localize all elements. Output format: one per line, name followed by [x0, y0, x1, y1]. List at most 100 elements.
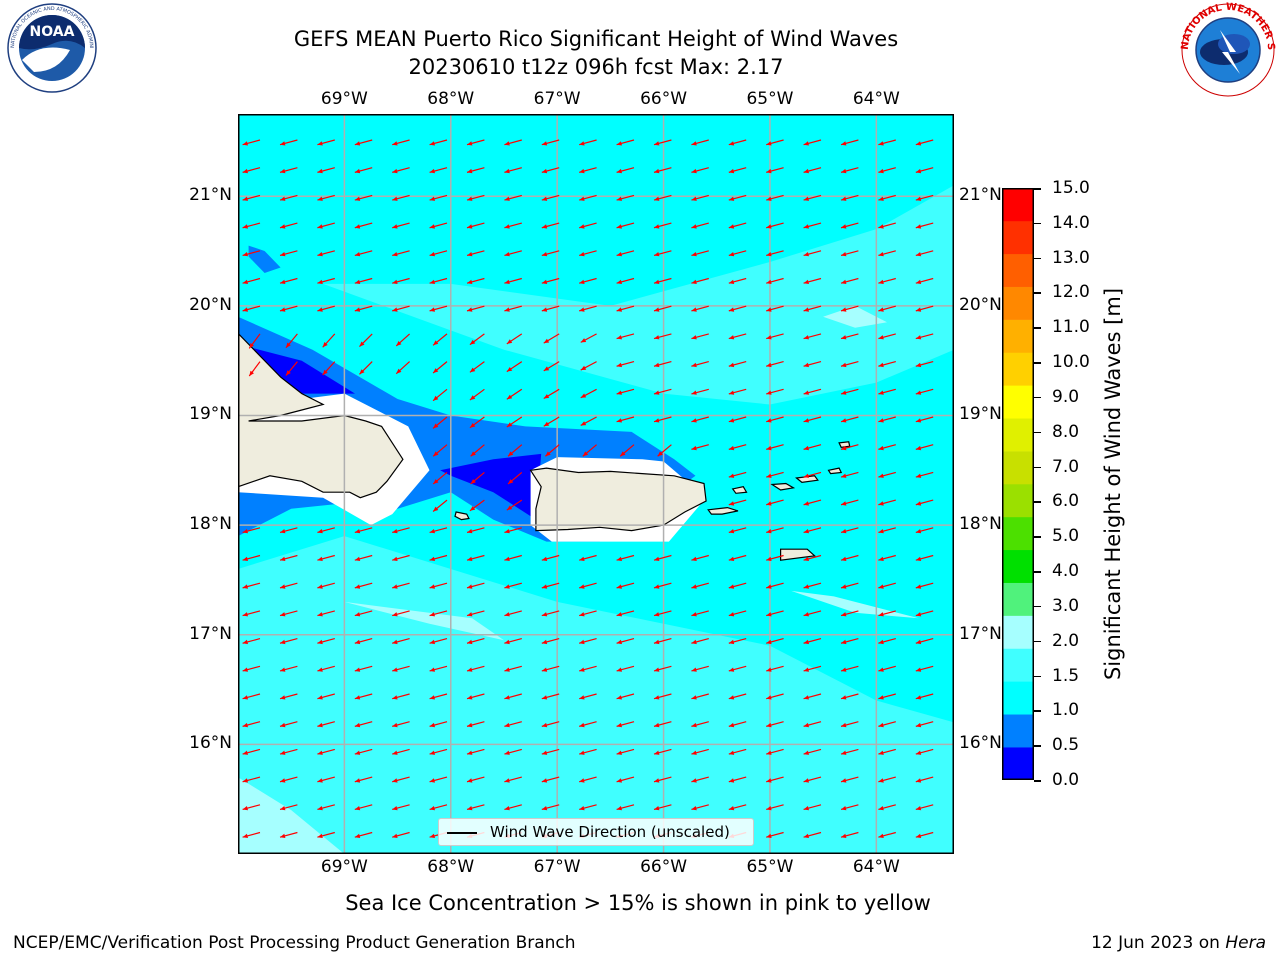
wave-direction-arrow — [878, 748, 896, 755]
colorbar-segment — [1002, 582, 1034, 616]
wave-direction-arrow — [580, 333, 597, 343]
wave-direction-arrow — [728, 721, 747, 728]
wave-direction-arrow — [242, 804, 261, 811]
wave-direction-arrow — [915, 277, 934, 284]
wave-direction-arrow — [504, 305, 522, 312]
wave-direction-arrow — [915, 693, 934, 700]
lon-tick-label-top: 64°W — [852, 89, 900, 109]
wave-direction-arrow — [466, 194, 485, 201]
wave-direction-arrow — [582, 444, 597, 457]
colorbar-tick-label: 1.5 — [1052, 665, 1080, 686]
wave-direction-arrow — [915, 194, 934, 201]
wave-direction-arrow — [915, 361, 934, 368]
wave-direction-arrow — [322, 361, 336, 376]
wave-direction-arrow — [840, 693, 859, 700]
colorbar-tick-label: 6.0 — [1052, 491, 1080, 512]
wave-direction-arrow — [432, 416, 448, 429]
wave-direction-arrow — [469, 361, 485, 373]
land-vieques — [707, 506, 739, 515]
wave-direction-arrow — [657, 444, 672, 457]
wave-direction-arrow — [766, 610, 784, 617]
wave-direction-arrow — [691, 748, 709, 755]
wave-direction-arrow — [545, 444, 560, 457]
wave-direction-arrow — [579, 139, 597, 146]
wave-direction-arrow — [766, 527, 784, 534]
wave-direction-arrow — [616, 804, 635, 811]
wave-direction-arrow — [878, 721, 896, 728]
wave-direction-arrow — [878, 416, 896, 423]
wave-direction-arrow — [840, 804, 859, 811]
wave-direction-arrow — [466, 776, 485, 783]
wave-direction-arrow — [915, 527, 934, 534]
wave-direction-arrow — [915, 831, 934, 838]
sea-ice-note: Sea Ice Concentration > 15% is shown in … — [345, 891, 931, 915]
wave-direction-arrow — [354, 831, 373, 838]
wave-direction-arrow — [354, 582, 373, 589]
wave-direction-arrow — [429, 167, 448, 174]
land-hispaniola — [238, 332, 404, 499]
wave-direction-arrow — [728, 361, 747, 368]
wave-direction-arrow — [728, 444, 747, 451]
wave-direction-arrow — [579, 250, 597, 257]
wave-direction-arrow — [317, 194, 335, 201]
lat-tick-label-left: 20°N — [189, 294, 232, 315]
wave-direction-arrow — [579, 665, 597, 672]
colorbar-tick-label: 4.0 — [1052, 561, 1080, 582]
wave-direction-arrow — [466, 665, 485, 672]
wave-direction-arrow — [878, 638, 896, 645]
wave-direction-arrow — [840, 416, 859, 423]
wave-direction-arrow — [728, 416, 747, 423]
wave-direction-arrow — [840, 776, 859, 783]
wave-direction-arrow — [616, 194, 635, 201]
wave-direction-arrow — [279, 222, 298, 229]
colorbar-tick-label: 2.0 — [1052, 630, 1080, 651]
wave-direction-arrow — [579, 610, 597, 617]
wave-direction-arrow — [429, 610, 448, 617]
colorbar-segment — [1002, 714, 1034, 748]
wave-direction-arrow — [504, 610, 522, 617]
colorbar-segment — [1002, 615, 1034, 649]
wave-direction-arrow — [616, 388, 635, 395]
wave-direction-arrow — [616, 361, 635, 368]
wave-direction-arrow — [354, 804, 373, 811]
wave-direction-arrow — [728, 139, 747, 146]
wave-direction-arrow — [915, 554, 934, 561]
wave-direction-arrow — [653, 693, 672, 700]
wave-direction-arrow — [469, 388, 485, 401]
colorbar-tick-mark — [1034, 292, 1041, 294]
wave-direction-arrow — [878, 222, 896, 229]
wave-direction-arrow — [728, 638, 747, 645]
wave-direction-arrow — [466, 554, 485, 561]
wave-direction-arrow — [766, 388, 784, 395]
wave-direction-arrow — [803, 222, 822, 229]
wave-direction-arrow — [429, 194, 448, 201]
wave-direction-arrow — [579, 582, 597, 589]
wave-direction-arrow — [728, 194, 747, 201]
wave-direction-arrow — [469, 499, 485, 512]
wave-direction-arrow — [429, 305, 448, 312]
wave-direction-arrow — [766, 333, 784, 340]
wave-direction-arrow — [619, 444, 635, 457]
wave-direction-arrow — [691, 582, 709, 589]
wave-direction-arrow — [840, 748, 859, 755]
wave-direction-arrow — [429, 665, 448, 672]
colorbar-segment — [1002, 516, 1034, 551]
wave-direction-arrow — [766, 361, 784, 368]
colorbar-tick-label: 7.0 — [1052, 456, 1080, 477]
wave-direction-arrow — [878, 665, 896, 672]
wave-direction-arrow — [504, 167, 522, 174]
wave-direction-arrow — [579, 748, 597, 755]
wave-direction-arrow — [766, 748, 784, 755]
wave-direction-arrow — [504, 222, 522, 229]
wave-direction-arrow — [915, 665, 934, 672]
wave-direction-arrow — [691, 804, 709, 811]
wave-direction-arrow — [541, 277, 560, 284]
colorbar-segment — [1002, 352, 1034, 386]
wave-direction-arrow — [506, 333, 523, 345]
wave-direction-arrow — [728, 748, 747, 755]
wave-direction-arrow — [579, 721, 597, 728]
wave-direction-arrow — [466, 748, 485, 755]
wave-direction-arrow — [242, 554, 261, 561]
wave-direction-arrow — [878, 333, 896, 340]
wave-direction-arrow — [354, 721, 373, 728]
